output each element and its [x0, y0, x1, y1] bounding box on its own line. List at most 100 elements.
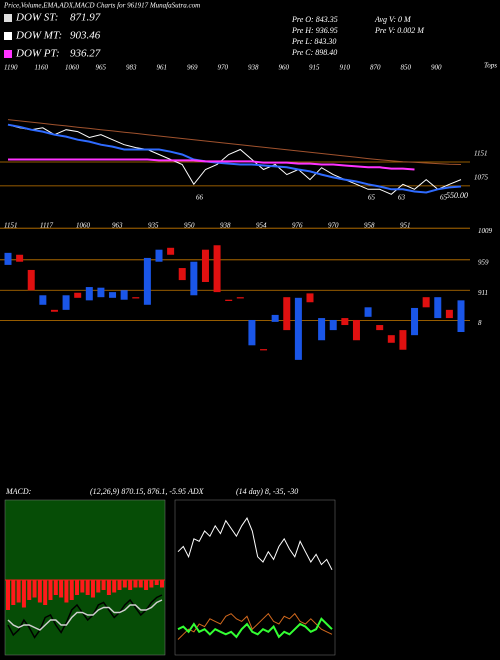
legend-label: DOW MT:: [15, 30, 62, 42]
bottom-label: 66: [196, 194, 204, 202]
bottom-label: 65: [440, 194, 448, 202]
top-label: 970: [218, 64, 229, 72]
histogram-bar: [6, 580, 10, 610]
top-label: 963: [112, 222, 123, 230]
top-label: 976: [292, 222, 303, 230]
histogram-bar: [53, 580, 58, 595]
candle-body: [411, 307, 419, 336]
candle-body: [143, 257, 151, 305]
bottom-label: 65: [368, 194, 376, 202]
candle-body: [445, 309, 453, 319]
chart-title: Price,Volume,EMA,ADX,MACD Charts for 961…: [3, 2, 200, 10]
series-line: [8, 158, 415, 171]
annotation: 550.00: [446, 191, 468, 200]
candle-body: [4, 252, 12, 265]
panel-text: (12,26,9) 870.15, 876.1, -5.95: [90, 487, 186, 496]
info-text: Avg V: 0 M: [374, 15, 412, 24]
histogram-bar: [117, 580, 122, 590]
top-label: 938: [220, 222, 231, 230]
legend-swatch: [4, 50, 12, 58]
series-line: [7, 599, 163, 631]
legend-label: DOW PT:: [15, 48, 60, 60]
info-text: Pre L: 843.30: [291, 37, 336, 46]
candle-body: [364, 307, 372, 317]
histogram-bar: [138, 580, 143, 588]
candle-body: [341, 318, 349, 326]
candle-body: [248, 319, 256, 346]
histogram-bar: [85, 580, 90, 595]
candle-body: [85, 287, 93, 301]
candle-body: [329, 319, 337, 331]
histogram-bar: [133, 580, 138, 588]
top-label: 1151: [4, 222, 17, 230]
top-label: 1117: [40, 222, 53, 230]
candle-body: [167, 247, 175, 255]
histogram-bar: [21, 580, 26, 608]
top-label: 850: [401, 64, 412, 72]
candle-body: [271, 314, 279, 322]
bottom-label: 63: [398, 194, 406, 202]
top-label: 910: [340, 64, 351, 72]
top-label: 961: [157, 64, 168, 72]
histogram-bar: [37, 580, 42, 603]
histogram-bar: [122, 580, 127, 588]
top-label: 915: [309, 64, 320, 72]
histogram-bar: [43, 580, 48, 605]
candle-body: [155, 249, 163, 262]
info-text: Pre C: 898.40: [291, 48, 337, 57]
candle-body: [62, 295, 70, 310]
y-tick-label: 959: [478, 258, 489, 266]
candle-body: [236, 297, 244, 299]
candle-body: [16, 254, 24, 262]
candle-body: [39, 295, 47, 305]
y-tick-label: 8: [478, 319, 482, 327]
candle-body: [109, 292, 117, 298]
candle-body: [352, 319, 360, 341]
candle-body: [213, 245, 221, 293]
candle-body: [97, 287, 105, 298]
y-tick-label: 1075: [474, 173, 489, 181]
histogram-bar: [64, 580, 69, 603]
candle-body: [294, 297, 302, 360]
histogram-bar: [59, 580, 64, 598]
candle-body: [283, 297, 291, 331]
top-label: 983: [126, 64, 137, 72]
candle-body: [434, 297, 442, 319]
panel: [4, 499, 166, 656]
histogram-bar: [80, 580, 85, 593]
top-label: 870: [370, 64, 381, 72]
series-line: [177, 517, 333, 571]
top-label: 900: [431, 64, 442, 72]
candle-body: [399, 330, 407, 350]
histogram-bar: [11, 580, 16, 605]
y-tick-label: 1151: [474, 150, 487, 158]
candle-body: [318, 318, 326, 341]
top-label: 954: [256, 222, 267, 230]
top-label: 970: [328, 222, 339, 230]
top-label: 958: [364, 222, 375, 230]
histogram-bar: [149, 580, 154, 588]
series-line: [7, 119, 462, 165]
series-line: [7, 123, 462, 194]
legend-value: 936.27: [70, 48, 101, 60]
top-label: 950: [184, 222, 195, 230]
candle-body: [120, 290, 128, 300]
histogram-bar: [90, 580, 95, 598]
legend-swatch: [4, 32, 12, 40]
histogram-bar: [75, 580, 80, 595]
top-label: 960: [279, 64, 290, 72]
panel-label: MACD:: [5, 487, 32, 496]
candle-body: [201, 249, 209, 282]
top-label: 951: [400, 222, 411, 230]
histogram-bar: [160, 580, 164, 588]
histogram-bar: [69, 580, 74, 600]
top-label: 965: [96, 64, 107, 72]
histogram-bar: [32, 580, 37, 598]
series-line: [177, 617, 333, 639]
legend-value: 871.97: [70, 12, 101, 24]
candle-body: [132, 297, 140, 299]
legend-label: DOW ST:: [15, 12, 58, 24]
top-label: 1160: [35, 64, 49, 72]
histogram-bar: [16, 580, 21, 603]
top-label: 1060: [65, 64, 80, 72]
